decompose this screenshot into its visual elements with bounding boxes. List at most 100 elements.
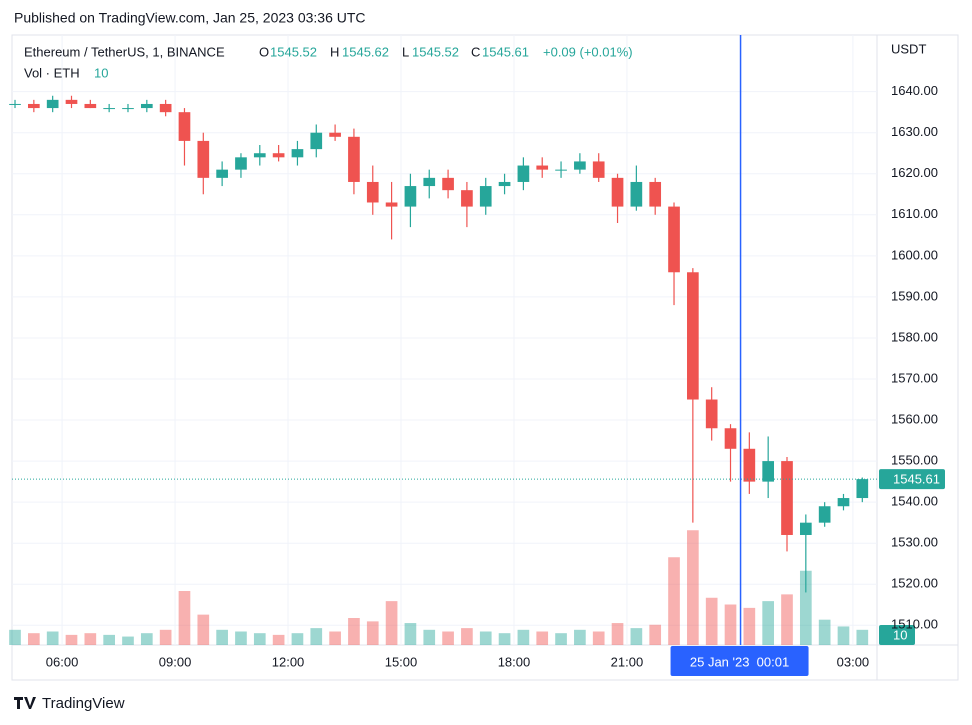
y-tick-label: 1590.00 — [891, 288, 938, 303]
candle-body — [799, 522, 812, 535]
candle-body — [498, 181, 511, 187]
candle-body — [159, 103, 172, 113]
brand: TradingView — [42, 695, 125, 712]
volume-bar — [329, 631, 341, 645]
volume-box — [879, 625, 915, 645]
volume-bar — [592, 631, 605, 645]
y-tick-label: 1600.00 — [891, 247, 938, 262]
volume-bar — [668, 557, 680, 645]
open-label: O — [259, 44, 269, 59]
volume-bar — [253, 633, 266, 645]
candle-body — [348, 136, 360, 182]
volume-bar — [46, 631, 59, 645]
candle-body — [611, 177, 624, 207]
volume-bar — [103, 634, 115, 645]
grid — [12, 35, 877, 645]
candle-body — [649, 181, 662, 207]
y-tick-label: 1610.00 — [891, 206, 938, 221]
chart-frame — [11, 34, 959, 681]
y-tick-label: 1630.00 — [891, 124, 938, 139]
published-note: Published on TradingView.com, Jan 25, 20… — [14, 10, 366, 26]
x-tick-label: 12:00 — [272, 654, 305, 669]
volume-bar — [291, 633, 304, 645]
x-tick-label: 21:00 — [611, 654, 644, 669]
candle-body — [46, 99, 59, 109]
candle-body — [216, 169, 228, 178]
x-tick-label: 06:00 — [46, 654, 79, 669]
volume-bar — [856, 629, 869, 645]
volume-value: 10 — [94, 65, 108, 80]
candle-body — [84, 103, 97, 109]
candle-body — [272, 153, 285, 158]
volume-bar — [84, 633, 97, 645]
crosshair-box — [670, 646, 809, 676]
volume-bar — [687, 530, 699, 645]
y-tick-label: 1620.00 — [891, 165, 938, 180]
candle-body — [555, 169, 567, 171]
volume-bar — [28, 633, 40, 645]
volume-bar — [442, 631, 454, 645]
volume-pane — [9, 530, 869, 645]
volume-bar — [348, 618, 360, 645]
candle-body — [762, 461, 775, 482]
open-value: 1545.52 — [270, 44, 317, 59]
volume-bar — [743, 607, 756, 645]
low-label: L — [402, 44, 409, 59]
close-value: 1545.61 — [482, 44, 529, 59]
volume-label: Vol · ETH — [24, 65, 80, 80]
volume-bar — [423, 629, 436, 645]
legend: Ethereum / TetherUS, 1, BINANCE O 1545.5… — [24, 44, 633, 80]
candle-body — [592, 161, 605, 178]
volume-bar — [611, 623, 624, 645]
volume-bar — [498, 633, 511, 645]
close-label: C — [471, 44, 480, 59]
x-tick-label: 15:00 — [385, 654, 418, 669]
candle-body — [461, 190, 473, 207]
candle-body — [103, 108, 115, 110]
candle-body — [536, 165, 549, 170]
candle-body — [197, 140, 210, 178]
y-tick-label: 1550.00 — [891, 453, 938, 468]
logo-icon — [14, 697, 36, 709]
candle-body — [423, 177, 436, 187]
crosshair-label: 25 Jan '23 00:01 — [690, 654, 789, 669]
volume-bar — [461, 628, 473, 645]
volume-bar — [479, 631, 492, 645]
candle-body — [310, 132, 323, 150]
volume-bar — [837, 626, 850, 645]
volume-bar — [310, 628, 323, 645]
candle-body — [122, 108, 134, 110]
volume-bar — [705, 597, 718, 645]
y-axis-label: USDT — [891, 41, 926, 56]
y-tick-label: 1530.00 — [891, 535, 938, 550]
candle-body — [28, 103, 40, 109]
candle-body — [9, 103, 21, 105]
candle-body — [479, 186, 492, 207]
x-tick-label: 18:00 — [498, 654, 531, 669]
footer-logo: TradingView — [14, 695, 125, 712]
candle-body — [818, 506, 831, 523]
volume-bar — [178, 591, 191, 645]
candle-body — [687, 272, 699, 400]
y-tick-label: 1540.00 — [891, 494, 938, 509]
volume-bar — [140, 633, 153, 645]
candle-body — [630, 181, 643, 207]
last-price-label: 1545.61 — [893, 472, 940, 487]
volume-bar — [818, 619, 831, 645]
candle-body — [253, 153, 266, 158]
candle-body — [140, 103, 153, 109]
candle-body — [404, 186, 417, 207]
volume-bar — [65, 634, 78, 645]
volume-bar — [366, 621, 379, 645]
candle-body — [724, 428, 737, 449]
candle-body — [178, 112, 191, 141]
y-tick-label: 1570.00 — [891, 370, 938, 385]
volume-bar — [159, 629, 172, 645]
y-tick-label: 1560.00 — [891, 411, 938, 426]
volume-bar — [724, 604, 737, 645]
candle-body — [517, 165, 530, 182]
candle-body — [385, 202, 398, 207]
x-tick-label: 09:00 — [159, 654, 192, 669]
volume-bar — [781, 594, 793, 645]
